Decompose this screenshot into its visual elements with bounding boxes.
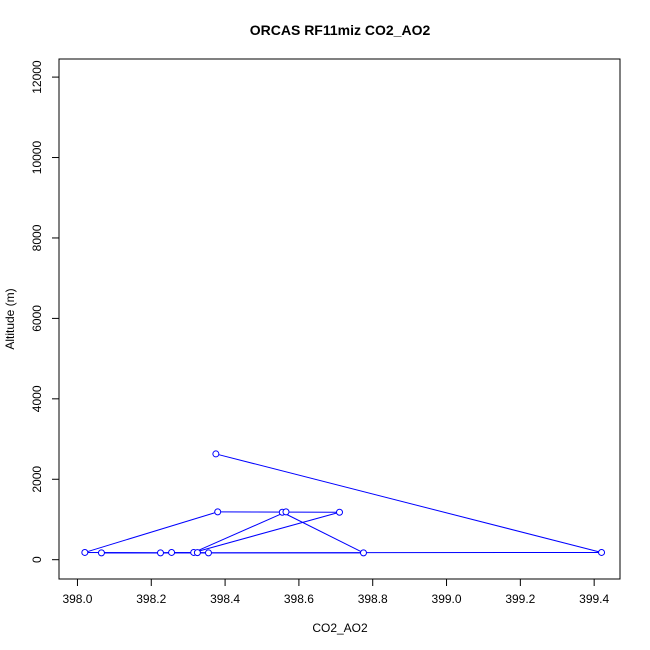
x-tick-label: 399.4: [579, 592, 609, 606]
data-point: [359, 549, 367, 557]
y-tick-label: 12000: [30, 60, 44, 94]
data-point: [156, 549, 164, 557]
x-axis-label: CO2_AO2: [312, 621, 368, 635]
y-tick-label: 8000: [30, 224, 44, 251]
y-axis-label: Altitude (m): [3, 288, 17, 349]
series-line-segment: [193, 511, 287, 553]
data-point: [97, 549, 105, 557]
x-tick-label: 398.4: [210, 592, 240, 606]
x-tick-label: 399.0: [432, 592, 462, 606]
data-point: [336, 508, 343, 516]
y-tick-label: 6000: [30, 305, 44, 332]
x-tick-label: 398.6: [284, 592, 314, 606]
series-line-segment: [84, 511, 218, 553]
x-axis: 398.0 398.2 398.4 398.6 398.8 399.0 399.2 399.4: [62, 578, 610, 606]
x-tick-label: 399.2: [505, 592, 535, 606]
series-line-segment: [193, 511, 340, 553]
y-tick-label: 10000: [30, 141, 44, 175]
y-axis: 0 2000 4000 6000 8000 10000 12000: [30, 60, 60, 563]
y-tick-label: 2000: [30, 466, 44, 493]
y-tick-label: 0: [30, 556, 44, 563]
series-line-segment: [282, 511, 364, 554]
data-point: [282, 508, 290, 516]
data-point: [204, 549, 212, 557]
data-point: [168, 548, 176, 556]
chart-title: ORCAS RF11miz CO2_AO2: [250, 22, 431, 38]
series-line-segment: [215, 453, 602, 553]
x-tick-label: 398.8: [358, 592, 388, 606]
data-point: [81, 548, 89, 556]
x-tick-label: 398.2: [136, 592, 166, 606]
data-point: [214, 508, 222, 516]
x-tick-label: 398.0: [62, 592, 92, 606]
data-point: [598, 548, 606, 556]
data-point: [193, 549, 201, 557]
data-point: [212, 450, 220, 458]
y-tick-label: 4000: [30, 385, 44, 412]
series-layer: [81, 450, 606, 557]
